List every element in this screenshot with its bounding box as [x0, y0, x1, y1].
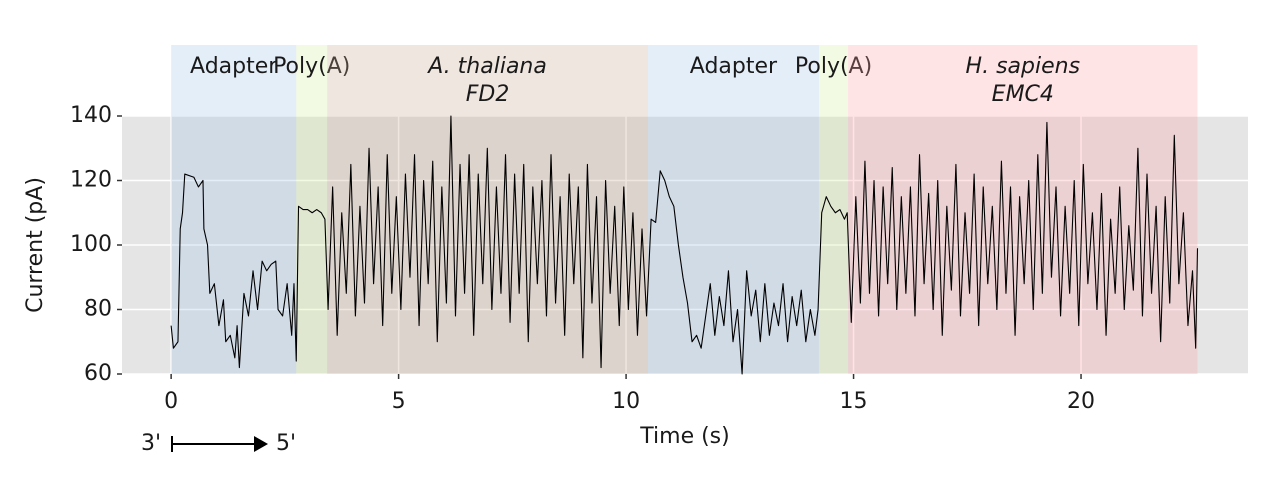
y-tick-label: 60 — [84, 361, 112, 386]
x-axis-title: Time (s) — [639, 424, 729, 449]
region-band — [647, 45, 819, 374]
region-label: Poly(A) — [273, 54, 350, 79]
axes: 60 80 100 120 140 0 5 10 15 20 — [70, 103, 1095, 414]
x-tick-label: 10 — [612, 389, 640, 414]
region-label: EMC4 — [992, 82, 1054, 107]
y-axis-title: Current (pA) — [23, 177, 48, 313]
arrow-head — [254, 436, 268, 452]
annotation-5-prime: 5' — [276, 431, 296, 456]
y-tick-label: 100 — [70, 232, 112, 257]
region-band — [296, 45, 328, 374]
x-tick-label: 20 — [1067, 389, 1095, 414]
y-tick-label: 140 — [70, 103, 112, 128]
y-tick-label: 80 — [84, 297, 112, 322]
region-label: Adapter — [190, 54, 278, 79]
region-label: A. thaliana — [426, 54, 547, 79]
x-tick-label: 0 — [164, 389, 178, 414]
x-tick-label: 5 — [392, 389, 406, 414]
region-label: Adapter — [690, 54, 778, 79]
x-tick-label: 15 — [840, 389, 868, 414]
region-band — [327, 45, 648, 374]
region-band — [171, 45, 297, 374]
trace — [170, 115, 1199, 375]
y-tick-label: 120 — [70, 168, 112, 193]
annotation-3-prime: 3' — [141, 431, 161, 456]
region-label: FD2 — [466, 82, 510, 107]
current-trace — [170, 115, 1199, 375]
region-label: H. sapiens — [966, 54, 1081, 79]
region-label: Poly(A) — [795, 54, 872, 79]
